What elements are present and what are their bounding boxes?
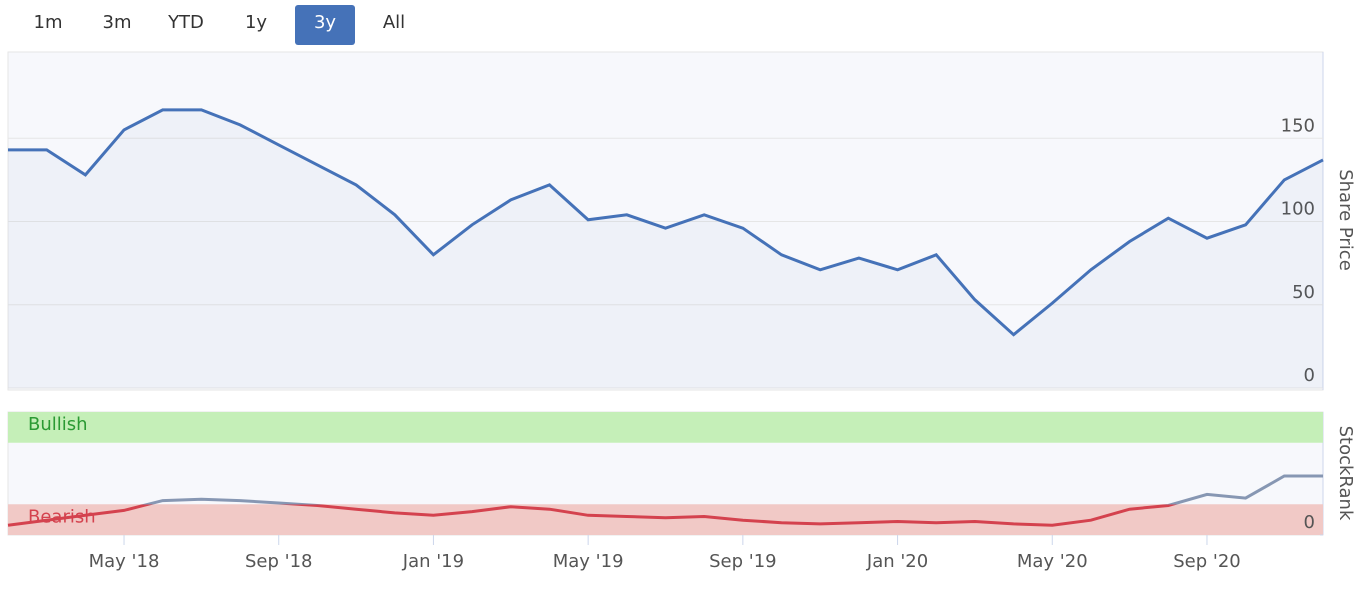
x-tick-label: Sep '18: [245, 551, 313, 572]
y-tick-label: 50: [1292, 282, 1315, 303]
y-tick-label: 0: [1304, 512, 1315, 533]
range-button[interactable]: All: [383, 12, 405, 33]
range-button-label: 1y: [245, 12, 267, 33]
band-label: Bullish: [28, 414, 88, 435]
range-button-label: 1m: [34, 12, 63, 33]
range-button[interactable]: 1m: [34, 12, 63, 33]
x-tick-label: Jan '19: [402, 551, 464, 572]
x-tick-label: Sep '20: [1173, 551, 1241, 572]
range-button-label: All: [383, 12, 405, 33]
range-button[interactable]: 3m: [103, 12, 132, 33]
y-tick-label: 150: [1281, 115, 1315, 136]
y-axis-title: StockRank: [1335, 426, 1356, 521]
range-button-label: 3m: [103, 12, 132, 33]
range-button-label: 3y: [314, 12, 336, 33]
range-button[interactable]: 3y: [295, 5, 355, 45]
x-tick-label: May '20: [1017, 551, 1088, 572]
x-tick-label: May '18: [89, 551, 160, 572]
price-line: [8, 108, 1324, 337]
x-tick-label: Sep '19: [709, 551, 777, 572]
y-axis-title: Share Price: [1335, 169, 1356, 271]
y-tick-label: 0: [1304, 365, 1315, 386]
rank-line: [7, 474, 1323, 527]
range-button[interactable]: YTD: [167, 12, 204, 33]
x-tick-label: Jan '20: [866, 551, 928, 572]
range-button-label: YTD: [167, 12, 204, 33]
y-tick-label: 100: [1281, 199, 1315, 220]
band: [8, 412, 1323, 443]
band: [8, 504, 1323, 535]
band-label: Bearish: [28, 506, 96, 527]
range-button-bg: [295, 5, 355, 45]
range-button[interactable]: 1y: [245, 12, 267, 33]
x-tick-label: May '19: [553, 551, 624, 572]
